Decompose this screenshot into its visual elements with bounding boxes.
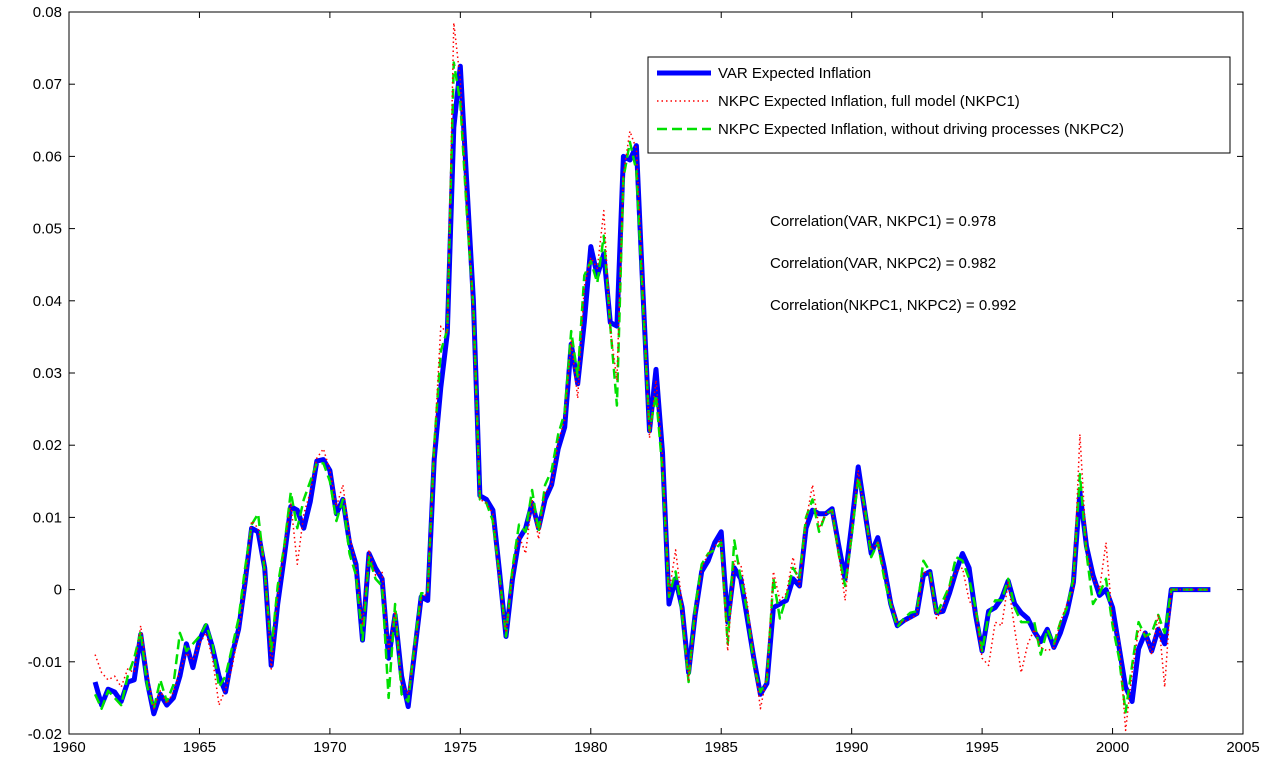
x-tick-label: 1990 bbox=[835, 739, 868, 756]
legend-label-nkpc1: NKPC Expected Inflation, full model (NKP… bbox=[718, 93, 1020, 110]
series-line-nkpc2 bbox=[93, 61, 1211, 714]
series-line-var bbox=[92, 63, 1211, 717]
y-tick-label: 0.03 bbox=[33, 365, 62, 382]
y-tick-label: 0.02 bbox=[33, 437, 62, 454]
legend-label-var: VAR Expected Inflation bbox=[718, 65, 871, 82]
legend: VAR Expected Inflation NKPC Expected Inf… bbox=[647, 56, 1231, 154]
y-tick-label: 0.06 bbox=[33, 148, 62, 165]
x-tick-label: 1960 bbox=[52, 739, 85, 756]
x-tick-label: 2000 bbox=[1096, 739, 1129, 756]
y-tick-label: 0.05 bbox=[33, 221, 62, 238]
x-tick-label: 1975 bbox=[444, 739, 477, 756]
x-tick-label: 2005 bbox=[1226, 739, 1259, 756]
y-tick-label: 0 bbox=[54, 582, 62, 599]
y-tick-label: -0.01 bbox=[28, 654, 62, 671]
x-tick-label: 1995 bbox=[965, 739, 998, 756]
x-tick-label: 1970 bbox=[313, 739, 346, 756]
y-tick-label: 0.08 bbox=[33, 4, 62, 21]
y-tick-label: 0.04 bbox=[33, 293, 62, 310]
x-tick-label: 1985 bbox=[705, 739, 738, 756]
legend-box bbox=[647, 56, 1231, 154]
y-tick-label: 0.01 bbox=[33, 509, 62, 526]
series-layer bbox=[92, 22, 1211, 732]
annotation-corr-var-nkpc1: Correlation(VAR, NKPC1) = 0.978 bbox=[770, 213, 996, 230]
annotation-corr-nkpc1-nkpc2: Correlation(NKPC1, NKPC2) = 0.992 bbox=[770, 297, 1016, 314]
y-tick-label: -0.02 bbox=[28, 726, 62, 743]
y-tick-label: 0.07 bbox=[33, 76, 62, 93]
x-tick-label: 1980 bbox=[574, 739, 607, 756]
axes-ticks: 1960 1965 1970 1975 1980 1985 1990 1995 2000 2005… bbox=[28, 4, 1260, 756]
x-tick-label: 1965 bbox=[183, 739, 216, 756]
legend-label-nkpc2: NKPC Expected Inflation, without driving… bbox=[718, 121, 1124, 138]
annotation-corr-var-nkpc2: Correlation(VAR, NKPC2) = 0.982 bbox=[770, 255, 996, 272]
